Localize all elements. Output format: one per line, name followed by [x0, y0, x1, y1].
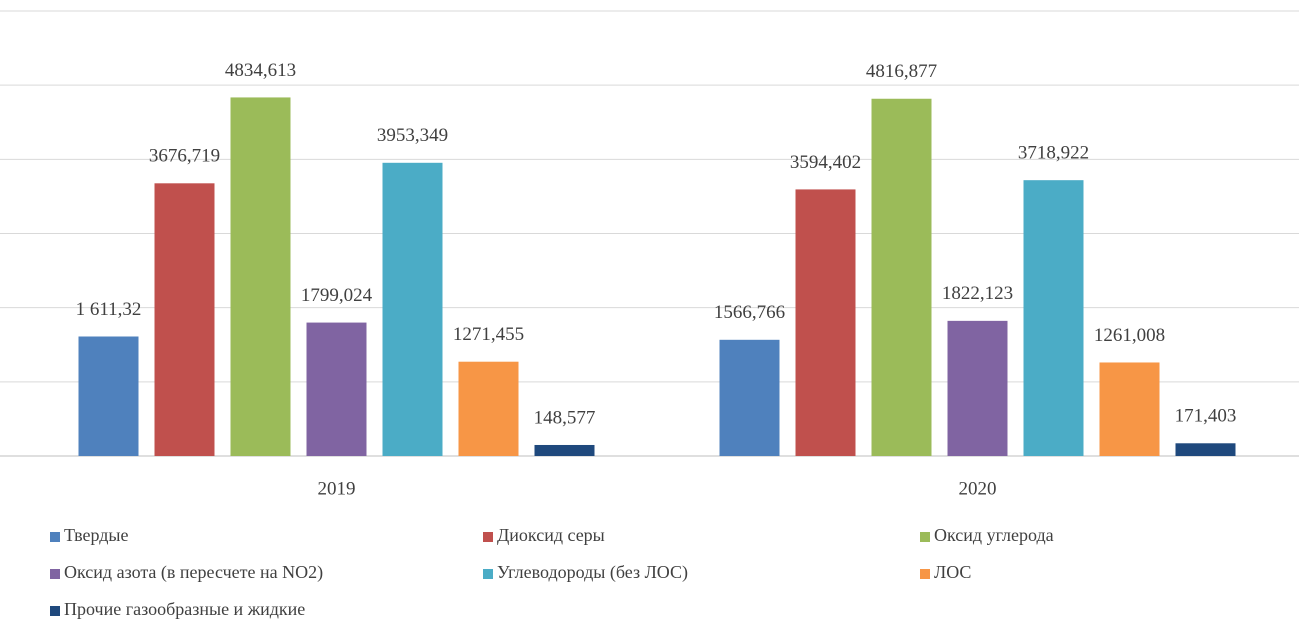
bar	[154, 183, 215, 457]
bar	[382, 162, 443, 457]
data-label: 1566,766	[714, 302, 785, 323]
legend-swatch	[483, 569, 493, 579]
data-label: 148,577	[534, 407, 596, 428]
legend-swatch	[50, 532, 60, 542]
x-tick-label: 2019	[318, 478, 356, 499]
legend-swatch	[50, 606, 60, 616]
bar	[1023, 180, 1084, 457]
legend-label: Углеводороды (без ЛОС)	[497, 562, 688, 583]
legend-label: Оксид углерода	[934, 525, 1054, 545]
data-label: 1799,024	[301, 285, 373, 306]
legend-swatch	[920, 532, 930, 542]
data-label: 1 611,32	[76, 299, 142, 320]
bar	[947, 320, 1008, 456]
bar	[719, 339, 780, 456]
data-label: 3953,349	[377, 125, 448, 146]
legend-label: Твердые	[64, 525, 129, 545]
data-label: 4834,613	[225, 60, 296, 81]
data-label: 1271,455	[453, 324, 524, 345]
legend-label: Прочие газообразные и жидкие	[64, 599, 305, 619]
bar	[458, 361, 519, 456]
legend-label: Диоксид серы	[497, 525, 605, 545]
data-label: 1822,123	[942, 283, 1013, 304]
legend-swatch	[920, 569, 930, 579]
bar	[1099, 362, 1160, 456]
legend-label: Оксид азота (в пересчете на NO2)	[64, 562, 323, 583]
data-label: 171,403	[1175, 406, 1237, 427]
bar	[1175, 443, 1236, 456]
data-label: 3676,719	[149, 146, 220, 167]
x-tick-label: 2020	[959, 478, 997, 499]
bar	[534, 444, 595, 456]
data-label: 3594,402	[790, 152, 861, 173]
data-label: 3718,922	[1018, 143, 1089, 164]
bar	[795, 189, 856, 456]
legend-swatch	[483, 532, 493, 542]
legend-swatch	[50, 569, 60, 579]
legend-label: ЛОС	[934, 562, 971, 582]
bar	[78, 336, 139, 456]
bar	[871, 98, 932, 456]
bar	[306, 322, 367, 456]
data-label: 1261,008	[1094, 325, 1165, 346]
bar	[230, 97, 291, 457]
data-label: 4816,877	[866, 61, 937, 82]
